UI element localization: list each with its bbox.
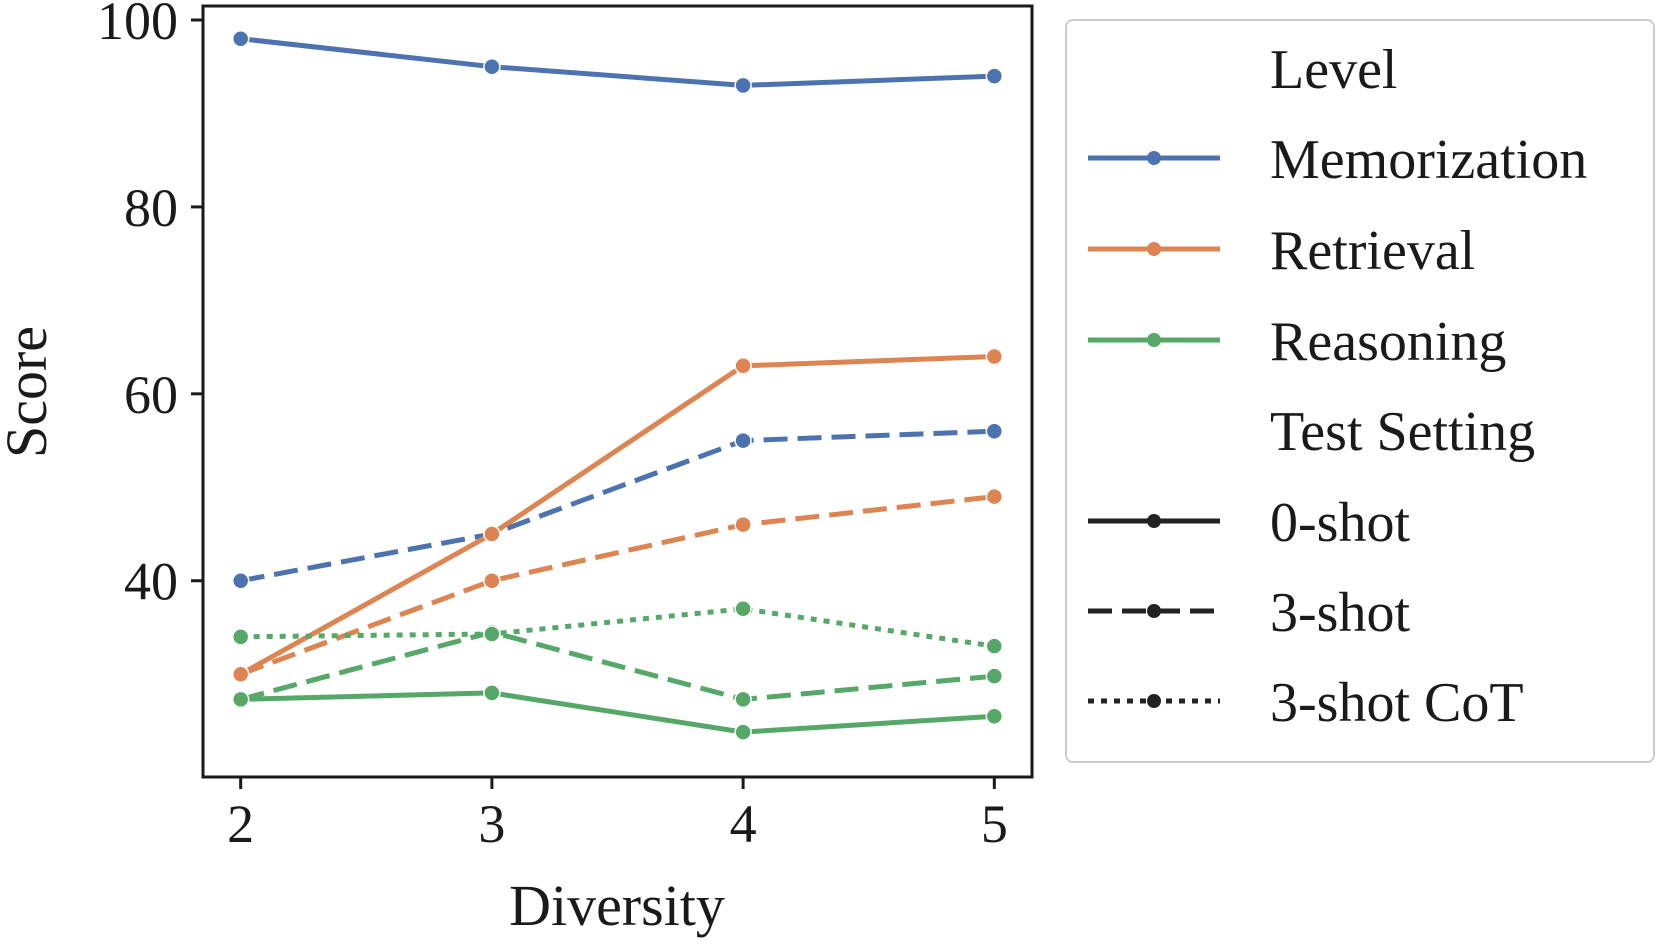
legend-item-0-shot: 0-shot <box>1088 492 1410 554</box>
y-axis-title: Score <box>0 326 59 458</box>
x-tick-label-5: 5 <box>981 794 1008 854</box>
legend-item-reasoning: Reasoning <box>1088 311 1506 373</box>
series-line-retrieval-0-shot <box>239 354 995 677</box>
data-point-reasoning-3-shot-cot-x3 <box>483 625 501 643</box>
plot-frame <box>201 4 1034 779</box>
legend-label-3-shot: 3-shot <box>1270 582 1410 644</box>
legend-label-0-shot: 0-shot <box>1270 492 1410 554</box>
series-line-memorization-3-shot <box>240 428 995 584</box>
series-line-reasoning-3-shot <box>240 629 995 702</box>
data-point-retrieval-0-shot-x5 <box>985 347 1004 366</box>
legend-title-test-setting: Test Setting <box>1270 401 1535 463</box>
data-point-memorization-0-shot-x4 <box>734 76 752 95</box>
legend-label-retrieval: Retrieval <box>1270 220 1475 282</box>
data-point-reasoning-3-shot-x2 <box>231 690 250 709</box>
series-reasoning-0-shot <box>231 684 1004 741</box>
legend-title-level: Level <box>1270 39 1397 101</box>
data-point-retrieval-0-shot-x3 <box>483 525 501 543</box>
legend-item-memorization: Memorization <box>1088 129 1587 191</box>
legend-marker-3-shot <box>1147 604 1161 618</box>
data-point-retrieval-0-shot-x4 <box>734 357 752 375</box>
data-point-retrieval-3-shot-x3 <box>483 571 501 590</box>
x-tick-label-4: 4 <box>730 794 757 854</box>
legend-item-retrieval: Retrieval <box>1088 220 1475 282</box>
axis-layer: 2 3 4 5 40 60 80 100 <box>97 0 1008 854</box>
series-layer <box>231 29 1004 741</box>
x-tick-label-2: 2 <box>227 794 254 854</box>
series-reasoning-3-shot-cot <box>231 600 1004 655</box>
x-tick-label-3: 3 <box>478 794 505 854</box>
series-line-reasoning-3-shot-cot <box>240 606 995 649</box>
legend-marker-retrieval <box>1147 242 1161 256</box>
y-tick-label-40: 40 <box>124 552 178 612</box>
data-point-reasoning-3-shot-cot-x2 <box>231 628 250 646</box>
data-point-reasoning-0-shot-x4 <box>734 723 752 741</box>
series-line-reasoning-0-shot <box>240 690 995 735</box>
data-point-retrieval-3-shot-x4 <box>734 515 752 534</box>
series-line-retrieval-3-shot <box>239 494 995 677</box>
legend-marker-3-shot-cot <box>1147 694 1161 708</box>
legend-item-3-shot: 3-shot <box>1088 582 1410 644</box>
legend-item-3-shot-cot: 3-shot CoT <box>1088 672 1524 734</box>
data-point-reasoning-3-shot-cot-x4 <box>734 600 752 618</box>
data-point-reasoning-0-shot-x5 <box>985 707 1004 726</box>
legend-marker-0-shot <box>1147 514 1161 528</box>
legend-marker-reasoning <box>1147 333 1161 347</box>
data-point-reasoning-0-shot-x3 <box>483 684 501 702</box>
data-point-retrieval-3-shot-x2 <box>231 665 250 683</box>
series-memorization-0-shot <box>231 29 1004 95</box>
series-line-memorization-0-shot <box>240 36 995 88</box>
y-tick-label-60: 60 <box>124 365 178 425</box>
data-point-memorization-0-shot-x2 <box>231 29 250 48</box>
legend-marker-memorization <box>1147 151 1161 165</box>
legend-label-reasoning: Reasoning <box>1270 311 1506 373</box>
data-point-memorization-0-shot-x5 <box>985 67 1004 85</box>
legend-frame <box>1065 19 1655 763</box>
x-axis-title: Diversity <box>509 873 725 938</box>
data-point-memorization-3-shot-x5 <box>985 422 1004 440</box>
legend-label-memorization: Memorization <box>1270 129 1587 191</box>
data-point-memorization-3-shot-x2 <box>231 571 250 590</box>
y-tick-label-100: 100 <box>97 0 178 51</box>
data-point-reasoning-3-shot-x5 <box>985 667 1004 685</box>
series-retrieval-3-shot <box>231 487 1004 683</box>
data-point-memorization-0-shot-x3 <box>483 57 501 76</box>
legend-label-3-shot-cot: 3-shot CoT <box>1270 672 1524 734</box>
data-point-retrieval-3-shot-x5 <box>985 487 1004 506</box>
data-point-reasoning-3-shot-cot-x5 <box>985 637 1004 655</box>
legend: Level Memorization Retrieval Reasoning T… <box>1065 19 1655 763</box>
y-tick-label-80: 80 <box>124 178 178 238</box>
data-point-memorization-3-shot-x4 <box>734 431 752 450</box>
data-point-reasoning-3-shot-x4 <box>734 690 752 709</box>
